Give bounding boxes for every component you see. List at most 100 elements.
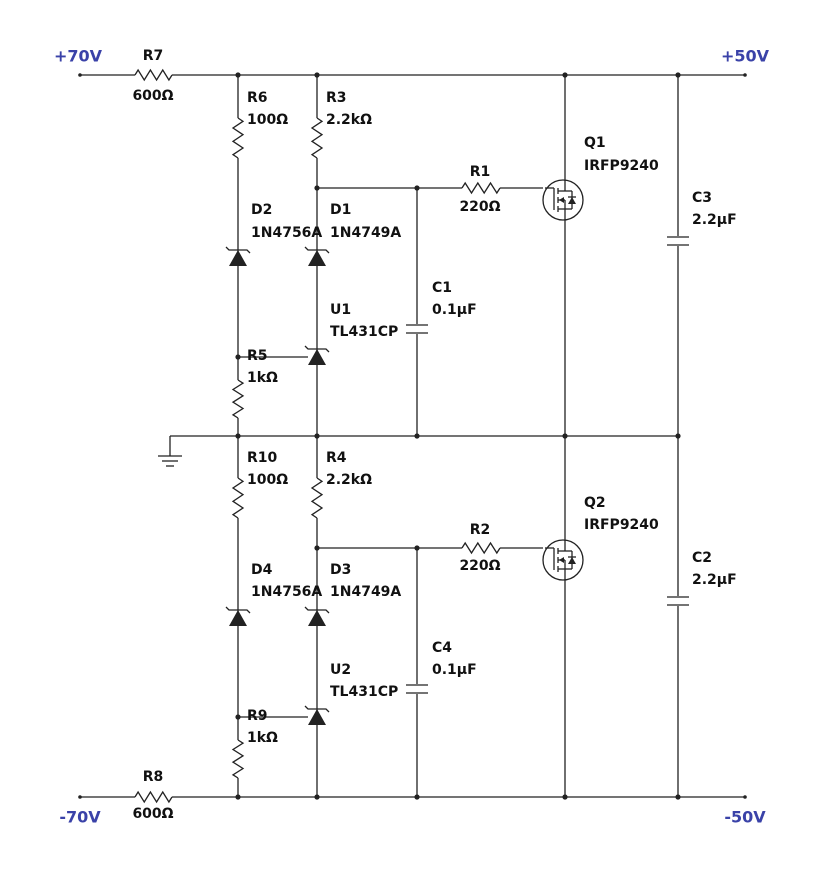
gap: [666, 596, 690, 606]
component-ref: R4: [326, 450, 347, 466]
terminal: [743, 73, 747, 77]
junction: [314, 185, 320, 191]
component-ref: C2: [692, 550, 712, 566]
component-ref: R10: [247, 450, 278, 466]
junction: [235, 714, 241, 720]
component-ref: Q1: [584, 135, 606, 151]
junction: [675, 72, 681, 78]
junction: [414, 545, 420, 551]
component-value: 2.2kΩ: [326, 472, 372, 488]
component-ref: U2: [330, 662, 351, 678]
diode-bar: [304, 345, 330, 353]
component-value: IRFP9240: [584, 517, 659, 533]
resistor: [231, 739, 245, 779]
component-value: 0.1µF: [432, 302, 477, 318]
resistor: [461, 541, 501, 555]
component-value: IRFP9240: [584, 158, 659, 174]
junction: [562, 433, 568, 439]
diode-bar: [304, 246, 330, 254]
component-ref: D3: [330, 562, 351, 578]
net-label: -50V: [724, 808, 766, 827]
component-ref: R6: [247, 90, 268, 106]
component-ref: U1: [330, 302, 351, 318]
diode: [229, 250, 247, 266]
component-value: 1kΩ: [247, 370, 278, 386]
component-ref: R7: [143, 48, 164, 64]
resistor: [134, 790, 173, 804]
component-ref: D1: [330, 202, 351, 218]
component-value: 1N4749A: [330, 225, 401, 241]
resistor: [310, 117, 324, 159]
junction: [562, 72, 568, 78]
gap: [405, 324, 429, 334]
terminal: [743, 795, 747, 799]
net-label: -70V: [59, 808, 101, 827]
gap: [666, 236, 690, 246]
terminal: [78, 795, 82, 799]
body-diode: [568, 557, 576, 564]
terminal: [78, 73, 82, 77]
junction: [314, 794, 320, 800]
diode: [308, 250, 326, 266]
diode-bar: [304, 705, 330, 713]
resistor: [231, 117, 245, 159]
component-ref: R5: [247, 348, 268, 364]
component-value: TL431CP: [330, 324, 398, 340]
component-ref: D4: [251, 562, 273, 578]
component-ref: R3: [326, 90, 347, 106]
net-label: +50V: [721, 47, 770, 66]
diode: [308, 349, 326, 365]
junction: [675, 433, 681, 439]
junction: [235, 433, 241, 439]
component-value: 2.2kΩ: [326, 112, 372, 128]
component-ref: R9: [247, 708, 268, 724]
junction: [414, 794, 420, 800]
diode: [229, 610, 247, 626]
junction: [235, 72, 241, 78]
gap: [405, 684, 429, 694]
component-ref: Q2: [584, 495, 606, 511]
junction: [562, 794, 568, 800]
junction: [314, 433, 320, 439]
junction: [235, 354, 241, 360]
component-value: 1N4756A: [251, 225, 322, 241]
junction: [314, 545, 320, 551]
component-value: 0.1µF: [432, 662, 477, 678]
junction: [235, 794, 241, 800]
junction: [414, 185, 420, 191]
diode: [308, 610, 326, 626]
component-value: 220Ω: [459, 558, 500, 574]
component-ref: C3: [692, 190, 712, 206]
component-ref: D2: [251, 202, 272, 218]
resistor: [231, 379, 245, 419]
component-ref: C1: [432, 280, 452, 296]
component-value: 1kΩ: [247, 730, 278, 746]
component-value: 220Ω: [459, 199, 500, 215]
component-ref: R1: [470, 164, 491, 180]
component-value: 1N4749A: [330, 584, 401, 600]
mosfet-arrow: [559, 557, 564, 563]
diode-bar: [304, 606, 330, 614]
resistor: [310, 477, 324, 519]
resistor: [231, 477, 245, 519]
net-label: +70V: [54, 47, 103, 66]
mosfet-arrow: [559, 197, 564, 203]
junction: [675, 794, 681, 800]
body-diode: [568, 197, 576, 204]
component-value: 2.2µF: [692, 212, 737, 228]
component-value: 100Ω: [247, 112, 288, 128]
component-ref: R8: [143, 769, 164, 785]
diode-bar: [225, 606, 251, 614]
component-ref: C4: [432, 640, 452, 656]
resistor: [461, 181, 501, 195]
junction: [414, 433, 420, 439]
component-ref: R2: [470, 522, 491, 538]
resistor: [134, 68, 173, 82]
junction: [314, 72, 320, 78]
diode-bar: [225, 246, 251, 254]
component-value: 1N4756A: [251, 584, 322, 600]
component-value: 2.2µF: [692, 572, 737, 588]
component-value: 600Ω: [132, 88, 173, 104]
